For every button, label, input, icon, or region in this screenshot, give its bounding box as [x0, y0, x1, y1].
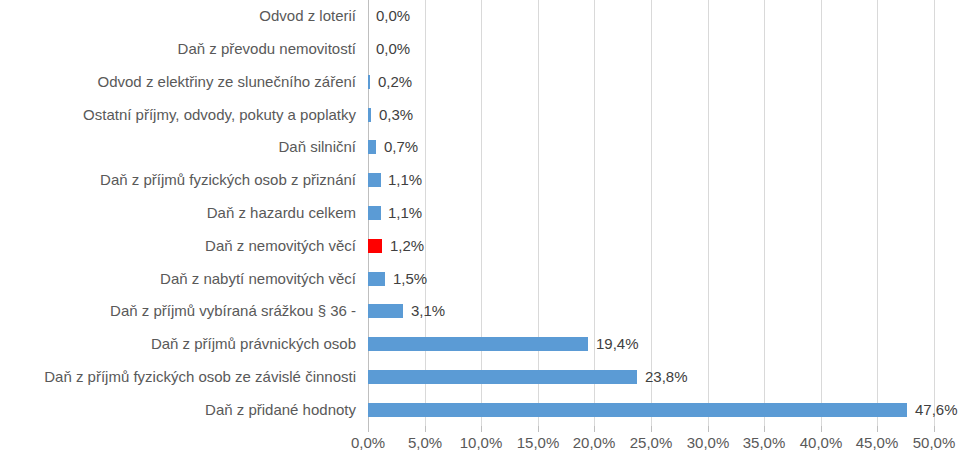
bar [368, 108, 371, 122]
category-label: Daň z příjmů vybíraná srážkou § 36 - [0, 301, 356, 321]
axis-tickmark [651, 426, 652, 432]
value-label: 3,1% [411, 301, 445, 321]
axis-tickmark [594, 426, 595, 432]
category-label: Ostatní příjmy, odvody, pokuty a poplatk… [0, 105, 356, 125]
axis-tickmark [425, 426, 426, 432]
bar [368, 337, 588, 351]
gridline [764, 0, 765, 426]
value-label: 1,1% [388, 203, 422, 223]
gridline [934, 0, 935, 426]
bar [368, 173, 381, 187]
category-label: Odvod z loterií [0, 6, 356, 26]
value-label: 0,0% [376, 39, 410, 59]
bar [368, 140, 376, 154]
gridline [594, 0, 595, 426]
gridline [651, 0, 652, 426]
category-label: Daň z příjmů fyzických osob ze závislé č… [0, 367, 356, 387]
gridline [538, 0, 539, 426]
category-label: Daň silniční [0, 137, 356, 157]
gridline [877, 0, 878, 426]
value-label: 47,6% [915, 400, 958, 420]
category-label: Daň z příjmů fyzických osob z přiznání [0, 170, 356, 190]
value-label: 0,2% [378, 72, 412, 92]
axis-tickmark [821, 426, 822, 432]
value-label: 1,5% [393, 269, 427, 289]
bar [368, 75, 370, 89]
value-label: 0,7% [384, 137, 418, 157]
category-label: Daň z převodu nemovitostí [0, 39, 356, 59]
axis-tickmark [877, 426, 878, 432]
value-label: 19,4% [596, 334, 639, 354]
category-label: Daň z přidané hodnoty [0, 400, 356, 420]
x-tick-label: 50,0% [899, 434, 963, 452]
category-axis: Odvod z loterií Daň z převodu nemovitostí… [0, 0, 356, 426]
gridline [481, 0, 482, 426]
axis-tickmark [538, 426, 539, 432]
value-axis: 0,0%5,0%10,0%15,0%20,0%25,0%30,0%35,0%40… [0, 434, 963, 454]
category-label: Daň z příjmů právnických osob [0, 334, 356, 354]
bar [368, 370, 637, 384]
axis-tickmark [368, 426, 369, 432]
gridline [821, 0, 822, 426]
bar [368, 304, 403, 318]
value-label: 0,3% [379, 105, 413, 125]
value-label: 0,0% [376, 6, 410, 26]
axis-tickmark [481, 426, 482, 432]
bar [368, 272, 385, 286]
axis-tickmark [764, 426, 765, 432]
bar [368, 206, 381, 220]
bar [368, 403, 907, 417]
axis-tickmark [708, 426, 709, 432]
bar [368, 239, 382, 253]
bar-chart: Odvod z loterií Daň z převodu nemovitostí… [0, 0, 963, 456]
category-label: Daň z hazardu celkem [0, 203, 356, 223]
value-label: 1,1% [388, 170, 422, 190]
gridline [708, 0, 709, 426]
axis-tickmark [934, 426, 935, 432]
plot-area: 0,0% 0,0% 0,2% 0,3% 0,7% 1,1% 1,1% 1,2% 1,5% 3,1%… [368, 0, 934, 426]
category-label: Daň z nabytí nemovitých věcí [0, 269, 356, 289]
value-label: 1,2% [390, 236, 424, 256]
category-label: Daň z nemovitých věcí [0, 236, 356, 256]
value-label: 23,8% [645, 367, 688, 387]
category-label: Odvod z elektřiny ze slunečního záření [0, 72, 356, 92]
gridline [425, 0, 426, 426]
